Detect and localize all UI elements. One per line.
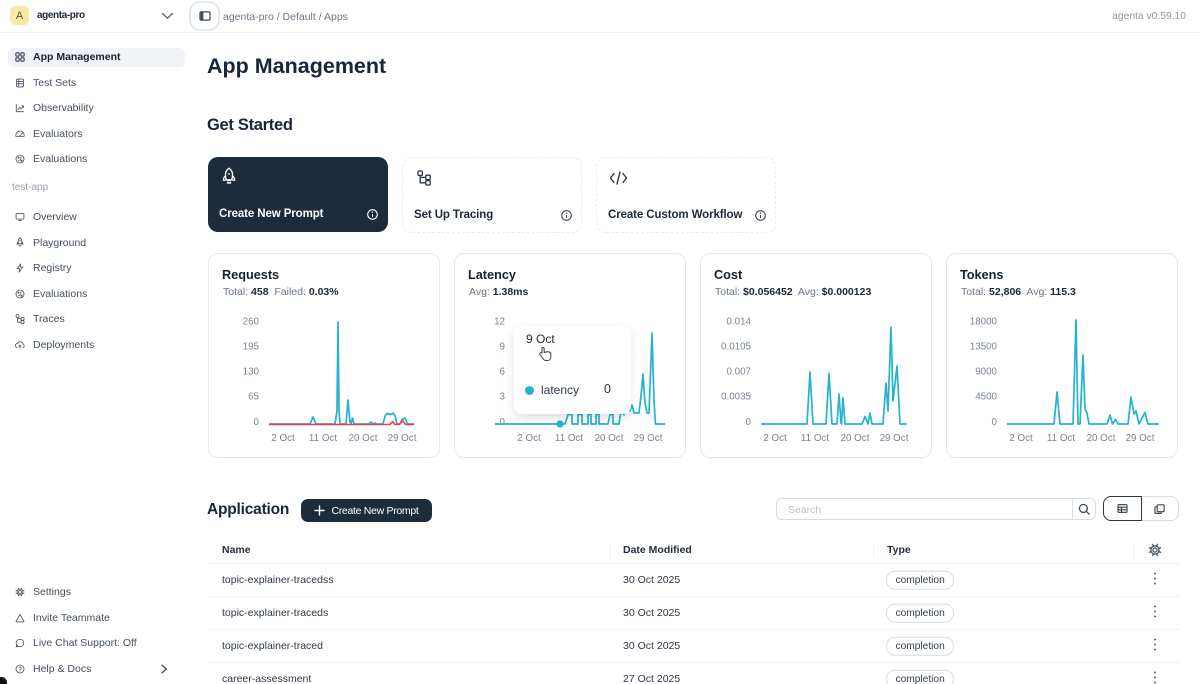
svg-text:9: 9 — [500, 342, 505, 353]
svg-text:12: 12 — [494, 316, 505, 327]
svg-text:260: 260 — [243, 316, 260, 327]
svg-text:0.0105: 0.0105 — [721, 342, 752, 353]
svg-text:11 Oct: 11 Oct — [1047, 433, 1075, 444]
svg-text:0.0035: 0.0035 — [721, 392, 752, 403]
svg-text:0.014: 0.014 — [726, 316, 751, 327]
svg-text:29 Oct: 29 Oct — [634, 433, 663, 444]
svg-text:11 Oct: 11 Oct — [555, 433, 583, 444]
svg-text:13500: 13500 — [970, 342, 998, 353]
svg-text:20 Oct: 20 Oct — [1087, 433, 1116, 444]
svg-text:0: 0 — [500, 417, 506, 428]
svg-text:20 Oct: 20 Oct — [595, 433, 624, 444]
svg-text:11 Oct: 11 Oct — [309, 433, 337, 444]
svg-text:3: 3 — [500, 392, 506, 403]
svg-text:130: 130 — [243, 367, 260, 378]
svg-text:65: 65 — [248, 392, 259, 403]
svg-text:11 Oct: 11 Oct — [801, 433, 829, 444]
svg-text:29 Oct: 29 Oct — [1126, 433, 1155, 444]
svg-text:29 Oct: 29 Oct — [880, 433, 909, 444]
svg-text:20 Oct: 20 Oct — [841, 433, 870, 444]
svg-text:4500: 4500 — [975, 392, 997, 403]
svg-text:2 Oct: 2 Oct — [517, 433, 541, 444]
svg-text:9000: 9000 — [975, 367, 997, 378]
svg-text:2 Oct: 2 Oct — [271, 433, 295, 444]
svg-text:0.007: 0.007 — [726, 367, 751, 378]
svg-text:2 Oct: 2 Oct — [1009, 433, 1033, 444]
svg-text:18000: 18000 — [970, 316, 998, 327]
svg-text:2 Oct: 2 Oct — [763, 433, 787, 444]
svg-text:195: 195 — [243, 342, 260, 353]
svg-text:29 Oct: 29 Oct — [388, 433, 417, 444]
svg-text:0: 0 — [746, 417, 752, 428]
svg-text:6: 6 — [500, 367, 506, 378]
svg-text:20 Oct: 20 Oct — [349, 433, 378, 444]
svg-text:0: 0 — [992, 417, 998, 428]
svg-text:0: 0 — [254, 417, 260, 428]
